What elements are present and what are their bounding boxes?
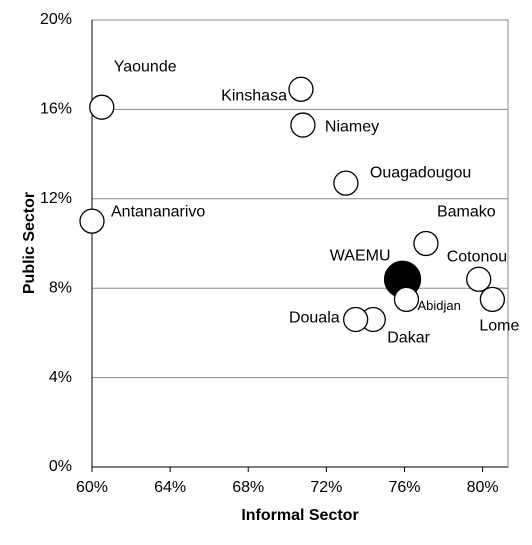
point [89, 94, 115, 120]
point [393, 286, 420, 313]
x-tick-label: 60% [76, 479, 108, 496]
y-tick-label: 12% [40, 190, 72, 207]
point [288, 76, 314, 102]
point-label: Douala [289, 310, 340, 327]
point [413, 230, 439, 257]
point-label: Bamako [437, 204, 496, 221]
point-label: Lome [479, 318, 519, 335]
y-axis-label: Public Sector [21, 192, 38, 294]
point [343, 306, 369, 333]
point-label: Antananarivo [111, 203, 205, 220]
point-label: Kinshasa [221, 88, 287, 105]
point [290, 112, 316, 138]
point-label: Niamey [325, 118, 379, 135]
point-label: Cotonou [447, 248, 508, 265]
point-label: Ouagadougou [370, 164, 471, 181]
y-tick-label: 20% [40, 11, 72, 28]
x-tick-label: 68% [232, 479, 264, 496]
x-tick-label: 80% [467, 479, 499, 496]
y-tick-label: 8% [49, 279, 72, 296]
point-label: WAEMU [330, 247, 391, 264]
y-tick-label: 0% [49, 458, 72, 475]
y-tick-label: 16% [40, 101, 72, 118]
point-label: Abidjan [417, 298, 460, 313]
point [333, 170, 359, 196]
y-tick-label: 4% [49, 369, 72, 386]
point [479, 286, 506, 313]
x-tick-label: 76% [388, 479, 420, 496]
point [466, 266, 492, 292]
point-label: Yaounde [114, 58, 177, 75]
x-axis-label: Informal Sector [241, 507, 358, 524]
x-tick-label: 64% [154, 479, 186, 496]
point [79, 208, 105, 234]
x-tick-label: 72% [310, 479, 342, 496]
point-label: Dakar [387, 330, 430, 347]
